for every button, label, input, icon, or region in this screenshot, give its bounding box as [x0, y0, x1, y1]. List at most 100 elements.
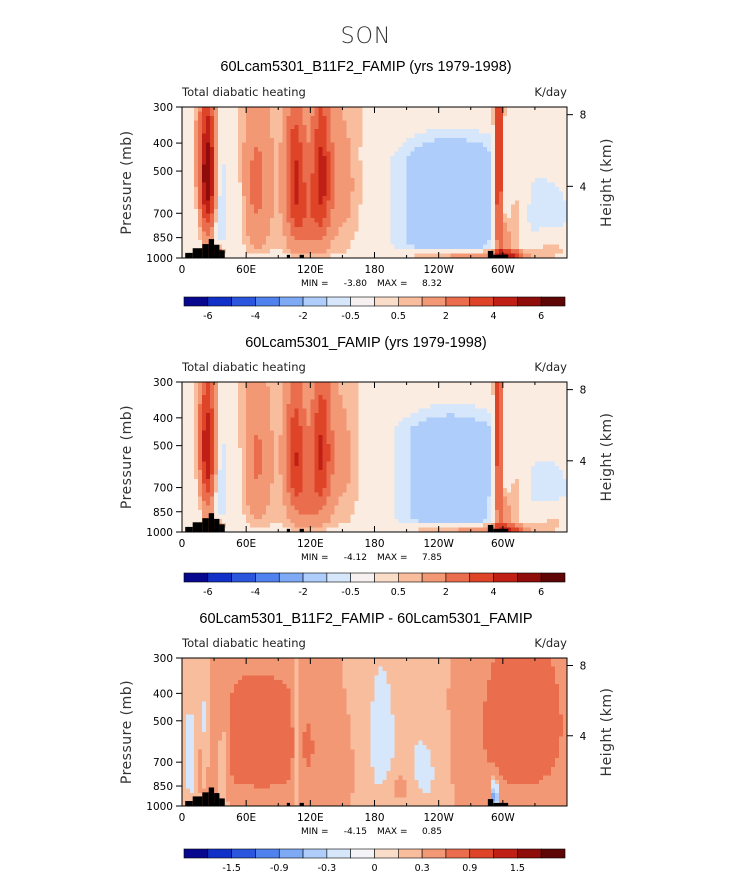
- heatmap-cell: [426, 195, 432, 201]
- heatmap-cell: [418, 164, 424, 170]
- heatmap-cell: [222, 222, 227, 228]
- heatmap-cell: [426, 399, 432, 405]
- heatmap-cell: [442, 124, 448, 130]
- heatmap-cell: [382, 195, 388, 201]
- heatmap-cell: [530, 169, 536, 175]
- heatmap-cell: [554, 231, 560, 237]
- colorbar-swatch: [278, 296, 304, 307]
- heatmap-cell: [510, 426, 516, 432]
- heatmap-cell: [454, 443, 460, 449]
- heatmap-cell: [490, 133, 496, 139]
- heatmap-cell: [270, 395, 275, 401]
- heatmap-cell: [474, 138, 480, 144]
- heatmap-cell: [466, 151, 472, 157]
- heatmap-cell: [542, 226, 548, 232]
- heatmap-cell: [370, 253, 376, 259]
- heatmap-cell: [358, 209, 364, 215]
- heatmap-cell: [546, 169, 552, 175]
- heatmap-cell: [234, 390, 239, 396]
- heatmap-cell: [222, 200, 227, 206]
- heatmap-cell: [406, 452, 412, 458]
- heatmap-cell: [390, 244, 396, 250]
- heatmap-cell: [338, 124, 344, 130]
- heatmap-cell: [226, 253, 231, 259]
- heatmap-cell: [502, 151, 508, 157]
- heatmap-cell: [294, 412, 299, 418]
- heatmap-cell: [246, 200, 251, 206]
- heatmap-cell: [186, 386, 191, 392]
- heatmap-cell: [558, 434, 564, 440]
- heatmap-cell: [470, 182, 476, 188]
- heatmap-cell: [278, 169, 283, 175]
- heatmap-cell: [406, 417, 412, 423]
- heatmap-cell: [510, 191, 516, 197]
- heatmap-cell: [310, 417, 315, 423]
- heatmap-cell: [534, 138, 540, 144]
- heatmap-cell: [198, 390, 203, 396]
- heatmap-cell: [418, 412, 424, 418]
- heatmap-cell: [518, 235, 524, 241]
- heatmap-cell: [562, 164, 568, 170]
- heatmap-cell: [218, 386, 223, 392]
- heatmap-cell: [454, 249, 460, 255]
- heatmap-cell: [414, 151, 420, 157]
- heatmap-cell: [550, 178, 556, 184]
- heatmap-cell: [518, 186, 524, 192]
- colorbar-label: 0.5: [391, 311, 406, 322]
- heatmap-cell: [474, 160, 480, 166]
- heatmap-cell: [190, 182, 195, 188]
- heatmap-cell: [406, 182, 412, 188]
- heatmap-cell: [294, 235, 299, 241]
- heatmap-cell: [454, 111, 460, 117]
- heatmap-cell: [398, 115, 404, 121]
- heatmap-cell: [454, 235, 460, 241]
- heatmap-cell: [346, 434, 352, 440]
- heatmap-cell: [502, 120, 508, 126]
- heatmap-cell: [390, 182, 396, 188]
- heatmap-cell: [326, 408, 331, 414]
- heatmap-cell: [210, 138, 215, 144]
- heatmap-cell: [226, 382, 231, 388]
- heatmap-cell: [362, 151, 368, 157]
- heatmap-cell: [234, 417, 239, 423]
- heatmap-cell: [226, 417, 231, 423]
- heatmap-cell: [326, 244, 331, 250]
- heatmap-cell: [426, 186, 432, 192]
- heatmap-cell: [534, 244, 540, 250]
- heatmap-cell: [442, 142, 448, 148]
- heatmap-cell: [398, 253, 404, 259]
- heatmap-cell: [242, 226, 247, 232]
- heatmap-cell: [518, 231, 524, 237]
- heatmap-cell: [410, 124, 416, 130]
- heatmap-cell: [498, 133, 504, 139]
- heatmap-cell: [314, 138, 319, 144]
- heatmap-cell: [238, 204, 243, 210]
- heatmap-cell: [458, 213, 464, 219]
- heatmap-cell: [354, 399, 360, 405]
- heatmap-cell: [554, 439, 560, 445]
- heatmap-cell: [198, 129, 203, 135]
- heatmap-cell: [218, 412, 223, 418]
- heatmap-cell: [498, 404, 504, 410]
- heatmap-cell: [430, 120, 436, 126]
- heatmap-cell: [342, 240, 348, 246]
- heatmap-cell: [534, 111, 540, 117]
- heatmap-cell: [390, 240, 396, 246]
- heatmap-cell: [438, 412, 444, 418]
- heatmap-cell: [466, 164, 472, 170]
- heatmap-cell: [266, 151, 271, 157]
- heatmap-cell: [398, 120, 404, 126]
- heatmap-cell: [510, 155, 516, 161]
- heatmap-cell: [354, 124, 360, 130]
- heatmap-cell: [438, 235, 444, 241]
- heatmap-cell: [486, 430, 492, 436]
- heatmap-cell: [390, 160, 396, 166]
- heatmap-cell: [322, 448, 327, 454]
- heatmap-cell: [338, 430, 344, 436]
- heatmap-cell: [486, 169, 492, 175]
- heatmap-cell: [494, 120, 500, 126]
- heatmap-cell: [182, 169, 187, 175]
- heatmap-cell: [518, 404, 524, 410]
- heatmap-cell: [534, 430, 540, 436]
- heatmap-cell: [234, 209, 239, 215]
